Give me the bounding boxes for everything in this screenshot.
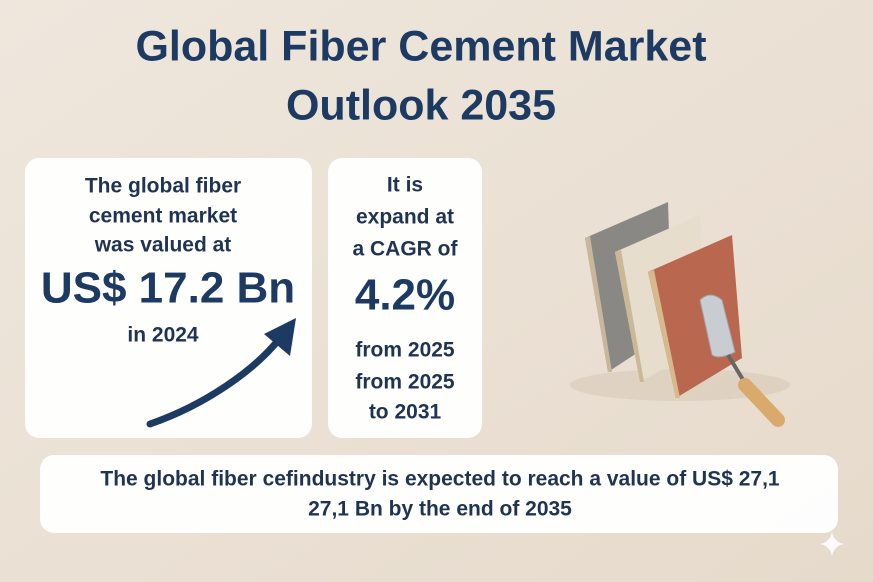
card-text: a CAGR of — [353, 238, 459, 261]
card-text: expand at — [356, 206, 454, 229]
card — [40, 455, 838, 533]
market-value: US$ 17.2 Bn — [41, 264, 295, 313]
growth-arrow — [146, 334, 284, 428]
card-text: The global fiber — [85, 175, 241, 198]
card-text: It is — [387, 174, 423, 197]
market-card: The global fiber cement market was value… — [25, 158, 312, 438]
title-line: Outlook 2035 — [286, 81, 556, 129]
card-text: cement market — [89, 205, 237, 228]
card-text: was valued at — [94, 234, 232, 257]
cagr-card: It is expand at a CAGR of 4.2% from 2025… — [328, 158, 482, 438]
cagr-value: 4.2% — [355, 271, 455, 320]
boards-illustration — [570, 202, 790, 427]
footer-text: 27,1 Bn by the end of 2035 — [308, 498, 572, 521]
card — [25, 158, 312, 438]
footer-text: The global fiber cefindustry is expected… — [100, 468, 780, 491]
card-text: to 2031 — [369, 401, 442, 424]
title-line: Global Fiber Cement Market — [135, 22, 706, 70]
sparkle-icon — [820, 532, 844, 556]
card — [328, 158, 482, 438]
card-text: from 2025 — [355, 339, 455, 362]
arrow-head — [264, 318, 296, 356]
card-text: from 2025 — [355, 371, 455, 394]
footer-card: The global fiber cefindustry is expected… — [40, 455, 838, 533]
card-text: in 2024 — [127, 324, 199, 347]
